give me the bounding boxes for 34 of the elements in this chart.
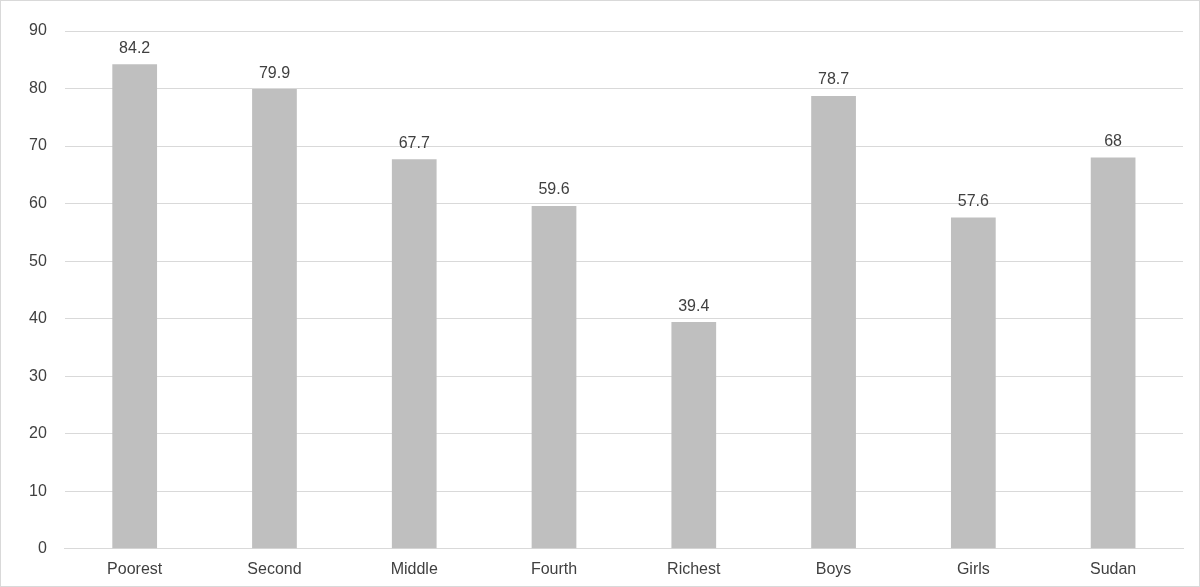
y-tick-label: 0 <box>37 539 47 557</box>
data-label: 79.9 <box>258 63 291 81</box>
data-label: 59.6 <box>538 180 570 198</box>
y-tick-label: 30 <box>29 366 47 384</box>
y-tick-label: 10 <box>29 481 47 499</box>
x-tick-label: Richest <box>667 559 722 577</box>
bar <box>950 217 996 549</box>
y-tick-label: 40 <box>29 309 47 327</box>
y-tick-label: 80 <box>29 78 47 96</box>
x-tick-label: Boys <box>815 559 852 577</box>
y-tick-label: 60 <box>29 194 47 212</box>
x-tick-label: Fourth <box>530 559 578 577</box>
y-tick-label: 70 <box>29 136 47 154</box>
data-label: 57.6 <box>957 191 990 209</box>
data-label: 78.7 <box>817 70 850 88</box>
bar <box>531 205 577 549</box>
y-tick-label: 20 <box>29 424 47 442</box>
x-tick-label: Second <box>247 559 302 577</box>
x-tick-label: Middle <box>390 559 438 577</box>
bar <box>811 96 856 549</box>
x-tick-label: Sudan <box>1089 559 1137 577</box>
y-tick-label: 90 <box>29 21 47 39</box>
bar <box>391 159 437 549</box>
bar <box>252 89 297 549</box>
data-label: 39.4 <box>678 296 710 314</box>
data-label: 67.7 <box>398 133 430 151</box>
y-tick-label: 50 <box>29 251 47 269</box>
bar <box>671 322 717 549</box>
bar <box>1090 157 1136 549</box>
data-label: 84.2 <box>119 38 151 56</box>
bar <box>112 64 158 549</box>
x-tick-label: Girls <box>956 559 990 577</box>
data-label: 68 <box>1104 131 1123 149</box>
x-tick-label: Poorest <box>107 559 163 577</box>
